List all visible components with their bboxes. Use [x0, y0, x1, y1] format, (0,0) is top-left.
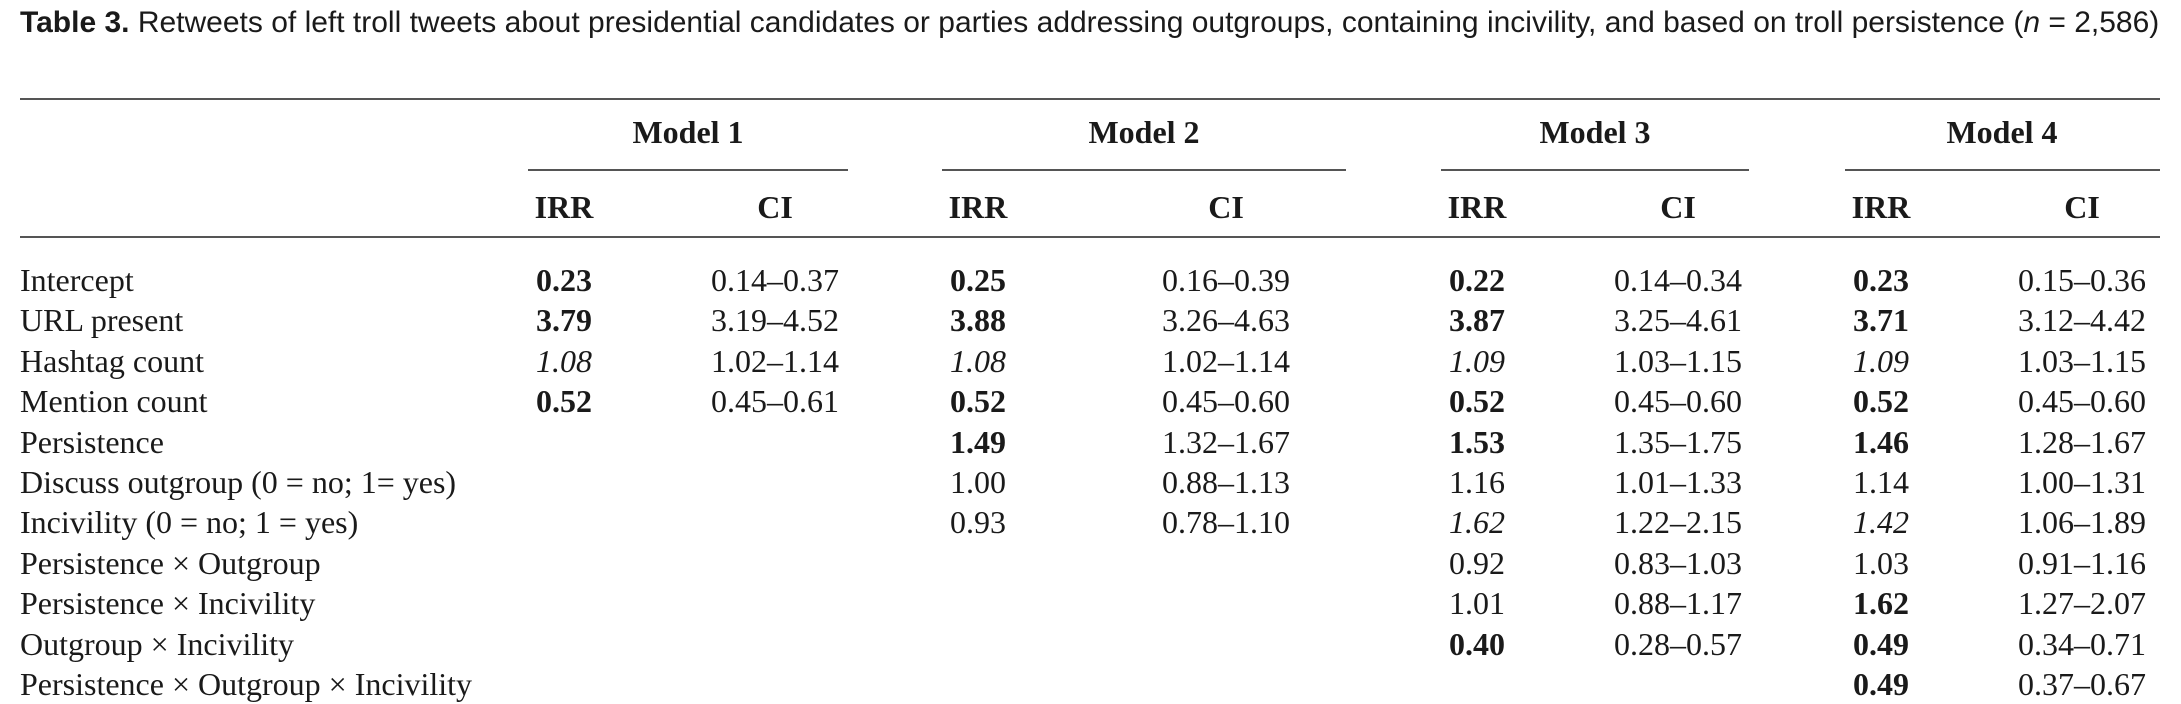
ci-value: 0.37–0.67	[2018, 666, 2146, 702]
ci-value: 0.16–0.39	[1162, 262, 1290, 298]
ci-value: 0.45–0.60	[1614, 383, 1742, 420]
ci-value: 0.45–0.60	[2018, 383, 2146, 420]
n-symbol: n	[2023, 6, 2040, 39]
ci-value: 0.78–1.10	[1162, 504, 1290, 541]
irr-value: 1.08	[536, 342, 592, 379]
row-label: Incivility (0 = no; 1 = yes)	[20, 504, 359, 541]
ci-value: 0.28–0.57	[1614, 625, 1742, 662]
ci-header: CI	[2064, 189, 2100, 225]
ci-value: 1.22–2.15	[1614, 504, 1742, 541]
ci-value: 1.01–1.33	[1614, 464, 1742, 500]
row-label: Intercept	[20, 262, 134, 298]
ci-value: 0.45–0.61	[711, 383, 839, 420]
ci-value: 1.02–1.14	[1162, 342, 1290, 379]
row-label: Outgroup × Incivility	[20, 625, 295, 662]
irr-value: 0.49	[1853, 625, 1909, 662]
table-label: Table 3.	[20, 6, 130, 39]
irr-value: 0.23	[536, 262, 592, 298]
irr-value: 1.14	[1853, 464, 1909, 500]
ci-value: 1.00–1.31	[2018, 464, 2146, 500]
sample-size: = 2,586)	[2040, 6, 2160, 39]
irr-value: 0.25	[950, 262, 1006, 298]
ci-value: 0.91–1.16	[2018, 544, 2146, 581]
row-label: Persistence	[20, 423, 164, 460]
model-underline	[1845, 169, 2160, 171]
model-header: Model 1	[632, 114, 744, 150]
irr-value: 0.23	[1853, 262, 1909, 298]
irr-value: 1.09	[1449, 342, 1505, 379]
ci-value: 0.88–1.13	[1162, 464, 1290, 500]
row-label: Mention count	[20, 383, 208, 420]
ci-header: CI	[1660, 189, 1696, 225]
row-label: Persistence × Outgroup	[20, 544, 321, 581]
ci-value: 1.32–1.67	[1162, 423, 1290, 460]
ci-value: 3.12–4.42	[2018, 302, 2146, 339]
ci-value: 0.34–0.71	[2018, 625, 2146, 662]
ci-header: CI	[1208, 189, 1244, 225]
ci-value: 0.88–1.17	[1614, 585, 1742, 622]
irr-value: 3.71	[1853, 302, 1909, 339]
ci-value: 3.25–4.61	[1614, 302, 1742, 339]
irr-header: IRR	[534, 189, 594, 225]
ci-value: 1.03–1.15	[1614, 342, 1742, 379]
irr-value: 1.09	[1853, 342, 1909, 379]
irr-value: 1.16	[1449, 464, 1505, 500]
irr-value: 1.62	[1853, 585, 1909, 622]
irr-value: 1.53	[1449, 423, 1505, 460]
irr-value: 3.88	[950, 302, 1006, 339]
irr-header: IRR	[1447, 189, 1507, 225]
model-header: Model 3	[1539, 114, 1651, 150]
irr-value: 1.46	[1853, 423, 1909, 460]
model-header: Model 4	[1946, 114, 2058, 150]
ci-value: 1.02–1.14	[711, 342, 839, 379]
irr-value: 0.40	[1449, 625, 1505, 662]
model-underline	[528, 169, 848, 171]
irr-value: 0.22	[1449, 262, 1505, 298]
ci-value: 3.26–4.63	[1162, 302, 1290, 339]
irr-value: 1.08	[950, 342, 1006, 379]
ci-value: 1.28–1.67	[2018, 423, 2146, 460]
irr-value: 0.52	[1449, 383, 1505, 420]
irr-value: 1.01	[1449, 585, 1505, 622]
row-label: Discuss outgroup (0 = no; 1= yes)	[20, 464, 457, 500]
irr-value: 3.79	[536, 302, 592, 339]
top-rule	[20, 98, 2160, 100]
row-label: Persistence × Outgroup × Incivility	[20, 666, 473, 702]
irr-value: 3.87	[1449, 302, 1505, 339]
ci-header: CI	[757, 189, 793, 225]
irr-value: 1.03	[1853, 544, 1909, 581]
ci-value: 0.83–1.03	[1614, 544, 1742, 581]
irr-header: IRR	[948, 189, 1008, 225]
ci-value: 1.03–1.15	[2018, 342, 2146, 379]
row-label: Persistence × Incivility	[20, 585, 316, 622]
irr-value: 0.93	[950, 504, 1006, 541]
model-underline	[1441, 169, 1749, 171]
table-caption: Table 3. Retweets of left troll tweets a…	[20, 2, 2160, 43]
irr-value: 0.92	[1449, 544, 1505, 581]
ci-value: 1.27–2.07	[2018, 585, 2146, 622]
caption-text: Retweets of left troll tweets about pres…	[129, 6, 2024, 39]
row-label: Hashtag count	[20, 342, 204, 379]
ci-value: 0.15–0.36	[2018, 262, 2146, 298]
irr-value: 1.49	[950, 423, 1006, 460]
irr-value: 0.49	[1853, 666, 1909, 702]
irr-value: 0.52	[950, 383, 1006, 420]
model-header: Model 2	[1088, 114, 1200, 150]
header-bottom-rule	[20, 236, 2160, 238]
ci-value: 1.35–1.75	[1614, 423, 1742, 460]
model-underline	[942, 169, 1346, 171]
row-label: URL present	[20, 302, 184, 339]
irr-value: 1.00	[950, 464, 1006, 500]
irr-value: 0.52	[536, 383, 592, 420]
irr-value: 1.62	[1449, 504, 1505, 541]
ci-value: 0.45–0.60	[1162, 383, 1290, 420]
ci-value: 0.14–0.34	[1614, 262, 1742, 298]
ci-value: 1.06–1.89	[2018, 504, 2146, 541]
ci-value: 0.14–0.37	[711, 262, 839, 298]
ci-value: 3.19–4.52	[711, 302, 839, 339]
irr-value: 1.42	[1853, 504, 1909, 541]
irr-value: 0.52	[1853, 383, 1909, 420]
irr-header: IRR	[1851, 189, 1911, 225]
